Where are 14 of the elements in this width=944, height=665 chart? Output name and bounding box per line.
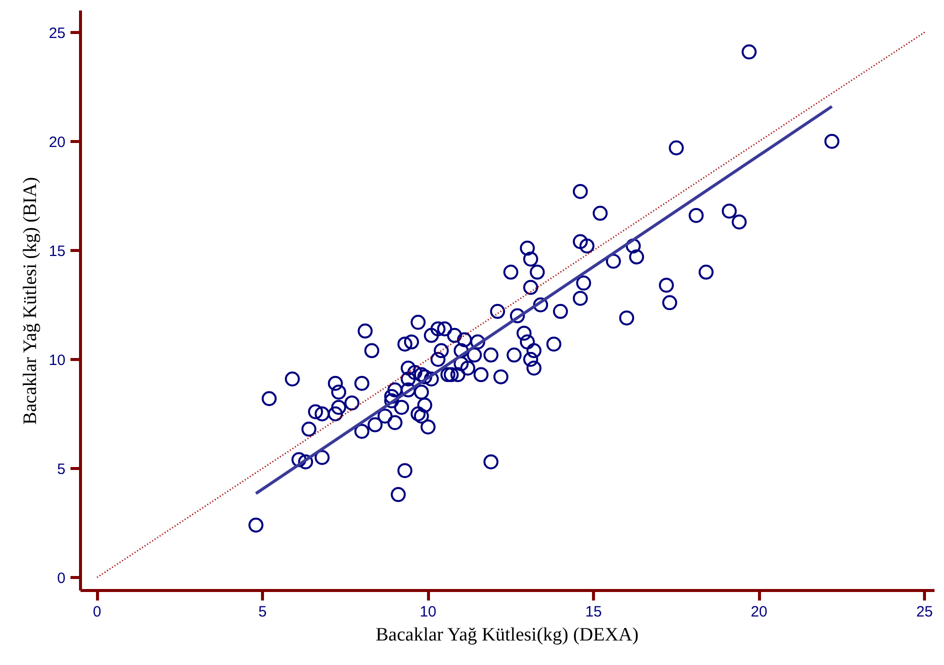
y-tick-label: 5 bbox=[57, 460, 66, 478]
x-tick-label: 10 bbox=[420, 604, 436, 620]
x-tick-label: 25 bbox=[916, 604, 933, 620]
y-tick-label: 20 bbox=[48, 134, 66, 151]
y-tick-label: 15 bbox=[48, 242, 66, 260]
y-tick-label: 0 bbox=[57, 570, 66, 587]
y-axis-title: Bacaklar Yağ Kütlesi (kg) (BIA) bbox=[20, 177, 41, 425]
x-tick-label: 5 bbox=[258, 604, 267, 620]
y-tick-label: 25 bbox=[48, 24, 66, 42]
x-tick-label: 15 bbox=[585, 604, 602, 620]
x-axis-title: Bacaklar Yağ Kütlesi(kg) (DEXA) bbox=[376, 624, 639, 646]
y-tick-label: 10 bbox=[48, 352, 66, 369]
x-tick-label: 0 bbox=[92, 604, 102, 620]
x-tick-label: 20 bbox=[750, 604, 768, 620]
